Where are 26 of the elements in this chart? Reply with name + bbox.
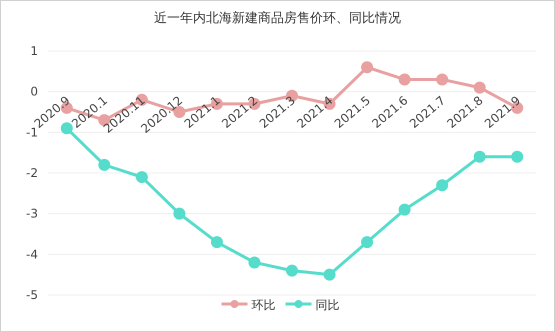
y-tick-label: 0 [30,84,38,99]
y-tick-label: -5 [26,288,38,302]
point [324,268,336,281]
point [361,236,374,248]
point [474,82,486,94]
point [210,236,223,248]
point [436,73,448,86]
point [361,61,374,74]
point [436,179,448,192]
y-tick-label: 1 [30,44,38,58]
y-tick-label: -4 [26,247,38,262]
point [398,73,411,86]
point [286,264,298,277]
point [398,204,411,216]
legend-label: 环比 [252,298,276,312]
legend-label: 同比 [316,298,340,312]
y-tick-label: -1 [26,125,38,140]
point [173,208,186,220]
y-tick-label: -2 [26,166,38,180]
point [248,256,260,268]
point [136,171,148,184]
point [98,158,110,171]
point [474,150,486,163]
point [511,150,524,163]
chart-title: 近一年内北海新建商品房售价环、同比情况 [154,10,401,26]
y-tick-label: -3 [26,206,38,221]
